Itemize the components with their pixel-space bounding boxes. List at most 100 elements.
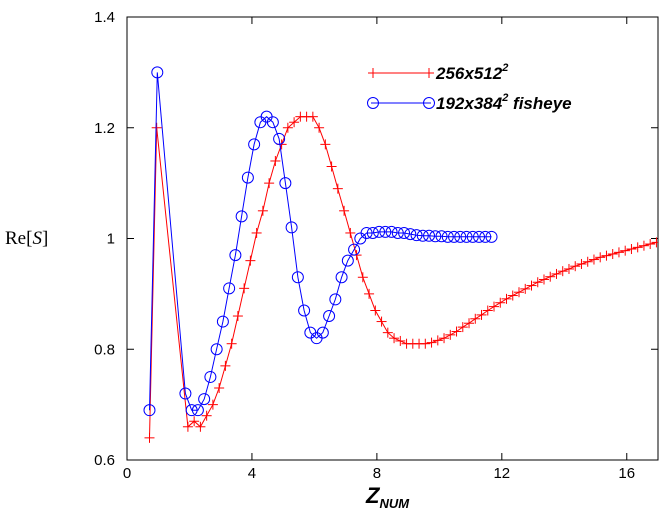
data-point <box>360 226 373 239</box>
data-point <box>232 311 243 322</box>
data-point <box>329 293 342 306</box>
data-point <box>241 171 254 184</box>
series-line <box>149 72 492 411</box>
data-point <box>429 230 442 243</box>
data-point <box>257 205 268 216</box>
data-point <box>482 305 493 316</box>
data-point <box>282 122 293 133</box>
axis-ticks: 0 4 8 12 16 0.6 0.8 1 1.2 1.4 <box>94 9 658 482</box>
data-point <box>214 383 225 394</box>
y-tick-label: 1 <box>107 231 115 248</box>
data-point <box>216 315 229 328</box>
data-point <box>638 240 649 251</box>
data-point <box>466 230 479 243</box>
data-point <box>389 333 400 344</box>
data-point <box>570 261 581 272</box>
data-point <box>395 335 406 346</box>
data-point <box>576 258 587 269</box>
legend-marker <box>367 97 379 109</box>
x-tick-label: 4 <box>248 465 256 482</box>
data-point <box>357 272 368 283</box>
data-point <box>460 230 473 243</box>
data-point <box>204 370 217 383</box>
data-point <box>210 343 223 356</box>
data-point <box>398 226 411 239</box>
data-point <box>366 226 379 239</box>
data-point <box>416 229 429 242</box>
data-point <box>435 230 448 243</box>
data-point <box>545 271 556 282</box>
data-point <box>526 280 537 291</box>
x-tick-label: 12 <box>493 465 510 482</box>
data-point <box>332 183 343 194</box>
data-point <box>229 249 242 262</box>
data-point <box>335 271 348 284</box>
data-point <box>485 230 498 243</box>
data-point <box>195 421 206 432</box>
data-point <box>266 116 279 129</box>
x-axis-label: ZNUM <box>365 483 410 511</box>
y-tick-label: 1.4 <box>94 9 115 26</box>
data-point <box>582 256 593 267</box>
data-point <box>323 310 336 323</box>
data-point <box>348 243 361 256</box>
data-point <box>298 304 311 317</box>
data-point <box>245 255 256 266</box>
data-point <box>563 263 574 274</box>
data-point <box>423 229 436 242</box>
data-point <box>420 338 431 349</box>
data-point <box>441 230 454 243</box>
data-point <box>439 333 450 344</box>
data-point <box>314 122 325 133</box>
series-line <box>149 116 657 438</box>
data-point <box>376 316 387 327</box>
data-point <box>239 283 250 294</box>
series-layer <box>143 66 658 443</box>
data-point <box>307 111 318 122</box>
data-point <box>182 421 193 432</box>
data-point <box>235 210 248 223</box>
data-point <box>448 230 461 243</box>
data-point <box>391 226 404 239</box>
data-point <box>289 117 300 128</box>
legend-label-192x384-fisheye: 192x3842 fisheye <box>436 92 572 113</box>
data-point <box>651 237 658 248</box>
data-point <box>514 287 525 298</box>
data-point <box>464 318 475 329</box>
x-tick-label: 8 <box>373 465 381 482</box>
data-point <box>457 322 468 333</box>
data-point <box>264 178 275 189</box>
data-point <box>291 271 304 284</box>
data-point <box>426 337 437 348</box>
data-point <box>495 297 506 308</box>
data-point <box>551 268 562 279</box>
legend-line-256x512 <box>368 68 434 78</box>
data-point <box>191 404 204 417</box>
data-point <box>226 338 237 349</box>
data-point <box>473 230 486 243</box>
data-point <box>445 329 456 340</box>
data-point <box>364 288 375 299</box>
data-point <box>479 230 492 243</box>
data-point <box>476 309 487 320</box>
data-point <box>601 250 612 261</box>
data-point <box>626 244 637 255</box>
legend-marker <box>424 68 434 78</box>
data-point <box>538 274 549 285</box>
data-point <box>410 229 423 242</box>
data-point <box>532 277 543 288</box>
data-point <box>385 225 398 238</box>
data-point <box>557 266 568 277</box>
data-point <box>223 282 236 295</box>
data-point <box>432 335 443 346</box>
data-point <box>279 177 292 190</box>
legend-line-192x384-fisheye <box>367 97 435 109</box>
data-point <box>320 139 331 150</box>
data-point <box>201 410 212 421</box>
data-point <box>345 227 356 238</box>
data-point <box>248 138 261 151</box>
legend-marker <box>368 68 378 78</box>
legend: 256x5122 192x3842 fisheye <box>367 62 572 113</box>
data-point <box>285 221 298 234</box>
